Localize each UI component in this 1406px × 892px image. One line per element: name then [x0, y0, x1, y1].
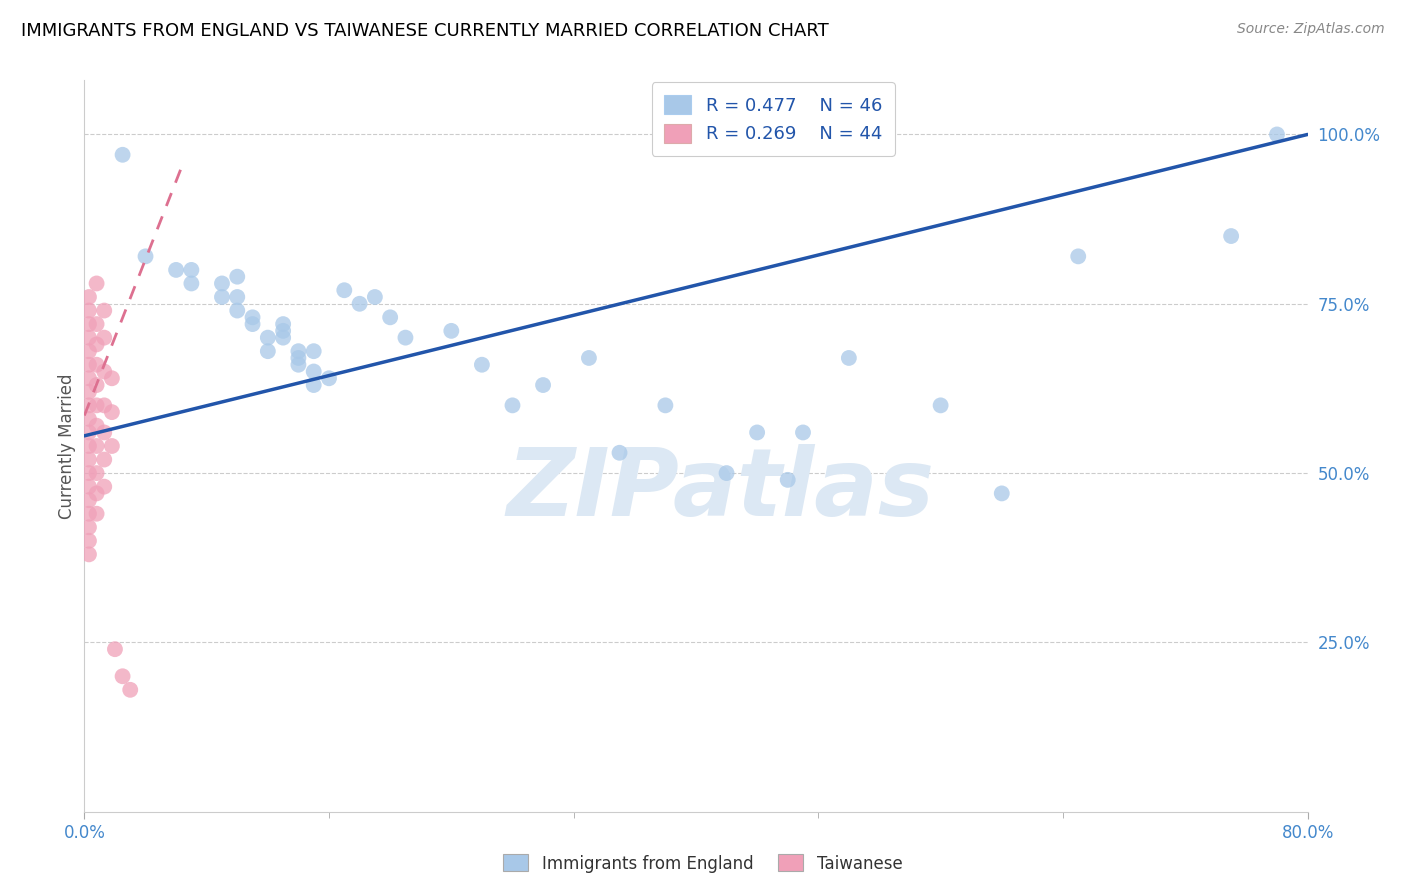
Point	[929, 398, 952, 412]
Point	[77, 480, 100, 494]
Point	[394, 331, 416, 345]
Point	[271, 317, 294, 331]
Point	[302, 364, 325, 378]
Point	[792, 425, 814, 440]
Point	[226, 269, 249, 284]
Point	[86, 277, 108, 291]
Point	[287, 358, 309, 372]
Point	[502, 398, 524, 412]
Point	[86, 486, 108, 500]
Point	[776, 473, 799, 487]
Point	[86, 337, 108, 351]
Point	[101, 371, 124, 385]
Point	[77, 317, 100, 331]
Point	[180, 277, 202, 291]
Point	[93, 452, 115, 467]
Point	[211, 277, 233, 291]
Point	[531, 378, 554, 392]
Point	[226, 303, 249, 318]
Point	[242, 310, 264, 325]
Point	[1220, 229, 1243, 244]
Point	[93, 303, 115, 318]
Point	[77, 344, 100, 359]
Point	[77, 331, 100, 345]
Point	[302, 344, 325, 359]
Point	[135, 249, 157, 263]
Point	[302, 378, 325, 392]
Point	[77, 358, 100, 372]
Point	[257, 344, 280, 359]
Point	[471, 358, 494, 372]
Point	[165, 263, 187, 277]
Point	[440, 324, 463, 338]
Point	[86, 466, 108, 480]
Point	[242, 317, 264, 331]
Point	[716, 466, 738, 480]
Point	[93, 425, 115, 440]
Point	[271, 331, 294, 345]
Point	[77, 452, 100, 467]
Point	[333, 283, 356, 297]
Point	[654, 398, 676, 412]
Point	[1265, 128, 1288, 142]
Point	[77, 493, 100, 508]
Point	[609, 446, 631, 460]
Point	[380, 310, 402, 325]
Point	[287, 344, 309, 359]
Text: Source: ZipAtlas.com: Source: ZipAtlas.com	[1237, 22, 1385, 37]
Point	[104, 642, 127, 657]
Point	[86, 439, 108, 453]
Point	[349, 297, 371, 311]
Point	[77, 371, 100, 385]
Point	[86, 507, 108, 521]
Point	[86, 317, 108, 331]
Text: ZIPatlas: ZIPatlas	[506, 444, 935, 536]
Point	[991, 486, 1014, 500]
Point	[77, 520, 100, 534]
Point	[86, 358, 108, 372]
Point	[747, 425, 769, 440]
Point	[271, 324, 294, 338]
Point	[77, 547, 100, 561]
Point	[86, 418, 108, 433]
Point	[180, 263, 202, 277]
Point	[77, 507, 100, 521]
Point	[93, 331, 115, 345]
Point	[77, 533, 100, 548]
Point	[838, 351, 860, 365]
Point	[77, 303, 100, 318]
Point	[287, 351, 309, 365]
Text: IMMIGRANTS FROM ENGLAND VS TAIWANESE CURRENTLY MARRIED CORRELATION CHART: IMMIGRANTS FROM ENGLAND VS TAIWANESE CUR…	[21, 22, 830, 40]
Point	[111, 669, 134, 683]
Point	[77, 466, 100, 480]
Point	[226, 290, 249, 304]
Point	[86, 378, 108, 392]
Point	[1067, 249, 1090, 263]
Point	[86, 398, 108, 412]
Point	[364, 290, 387, 304]
Point	[101, 405, 124, 419]
Point	[77, 412, 100, 426]
Y-axis label: Currently Married: Currently Married	[58, 373, 76, 519]
Point	[318, 371, 340, 385]
Legend: Immigrants from England, Taiwanese: Immigrants from England, Taiwanese	[496, 847, 910, 880]
Point	[211, 290, 233, 304]
Point	[111, 148, 134, 162]
Point	[93, 480, 115, 494]
Point	[120, 682, 142, 697]
Point	[93, 398, 115, 412]
Point	[77, 439, 100, 453]
Point	[77, 290, 100, 304]
Point	[578, 351, 600, 365]
Point	[77, 384, 100, 399]
Point	[257, 331, 280, 345]
Point	[93, 364, 115, 378]
Point	[77, 425, 100, 440]
Legend: R = 0.477    N = 46, R = 0.269    N = 44: R = 0.477 N = 46, R = 0.269 N = 44	[652, 82, 894, 156]
Point	[77, 398, 100, 412]
Point	[101, 439, 124, 453]
